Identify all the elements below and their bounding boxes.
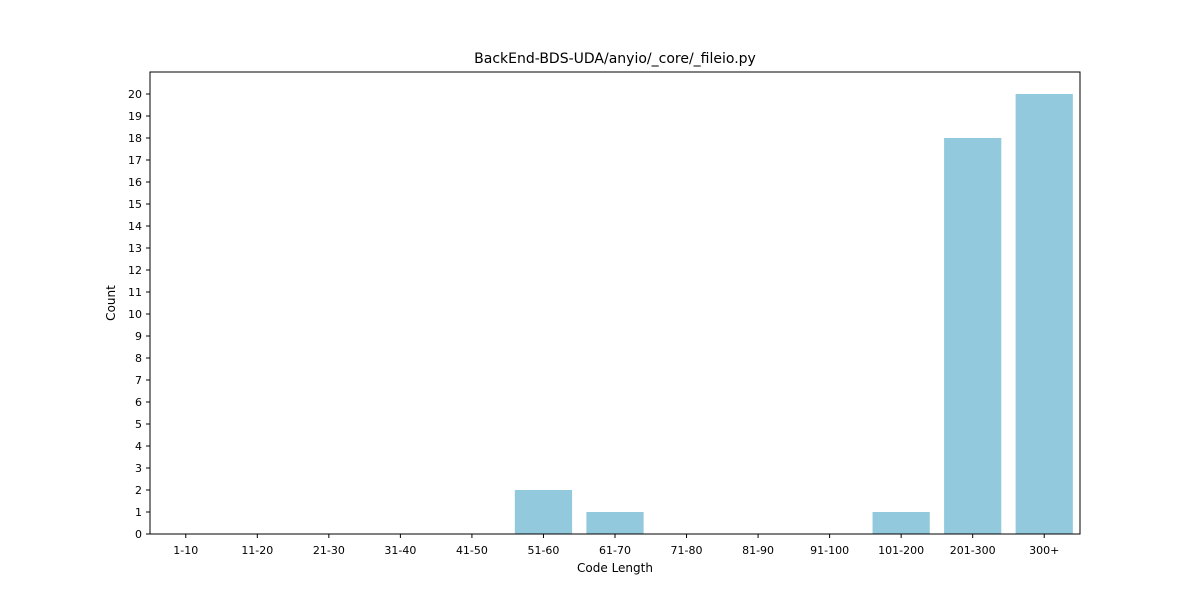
y-tick-label: 0 [135, 528, 142, 541]
y-tick-label: 8 [135, 352, 142, 365]
x-axis: 1-10 11-20 21-30 31-40 41-50 51-60 61-70 71-80 8… [173, 534, 1059, 557]
y-tick-label: 3 [135, 462, 142, 475]
y-axis-label: Count [104, 285, 118, 321]
y-tick-label: 5 [135, 418, 142, 431]
y-tick-label: 11 [128, 286, 142, 299]
y-tick-label: 14 [128, 220, 142, 233]
y-tick-label: 15 [128, 198, 142, 211]
x-tick-label: 11-20 [241, 544, 273, 557]
x-tick-label: 61-70 [599, 544, 631, 557]
y-tick-label: 19 [128, 110, 142, 123]
y-tick-label: 16 [128, 176, 142, 189]
bar-51-60 [514, 490, 573, 534]
y-tick-label: 2 [135, 484, 142, 497]
x-tick-label: 91-100 [810, 544, 849, 557]
x-tick-label: 300+ [1029, 544, 1059, 557]
plot-frame [149, 71, 1081, 535]
x-tick-label: 1-10 [173, 544, 198, 557]
x-tick-label: 81-90 [742, 544, 774, 557]
y-tick-label: 13 [128, 242, 142, 255]
y-tick-label: 20 [128, 88, 142, 101]
x-tick-label: 101-200 [878, 544, 924, 557]
y-tick-label: 18 [128, 132, 142, 145]
bars-layer [514, 94, 1073, 534]
y-tick-label: 4 [135, 440, 142, 453]
chart-title: BackEnd-BDS-UDA/anyio/_core/_fileio.py [474, 51, 756, 67]
y-tick-label: 9 [135, 330, 142, 343]
x-tick-label: 31-40 [384, 544, 416, 557]
x-tick-label: 41-50 [456, 544, 488, 557]
bar-300+ [1015, 94, 1073, 534]
y-tick-label: 7 [135, 374, 142, 387]
bar-101-200 [872, 512, 930, 534]
x-axis-label: Code Length [577, 561, 653, 575]
x-tick-label: 51-60 [527, 544, 559, 557]
y-tick-label: 17 [128, 154, 142, 167]
y-tick-label: 1 [135, 506, 142, 519]
bar-61-70 [586, 512, 644, 534]
y-tick-label: 10 [128, 308, 142, 321]
x-tick-label: 71-80 [671, 544, 703, 557]
y-tick-label: 12 [128, 264, 142, 277]
x-tick-label: 21-30 [313, 544, 345, 557]
x-tick-label: 201-300 [950, 544, 996, 557]
y-tick-label: 6 [135, 396, 142, 409]
bar-201-300 [944, 138, 1002, 534]
